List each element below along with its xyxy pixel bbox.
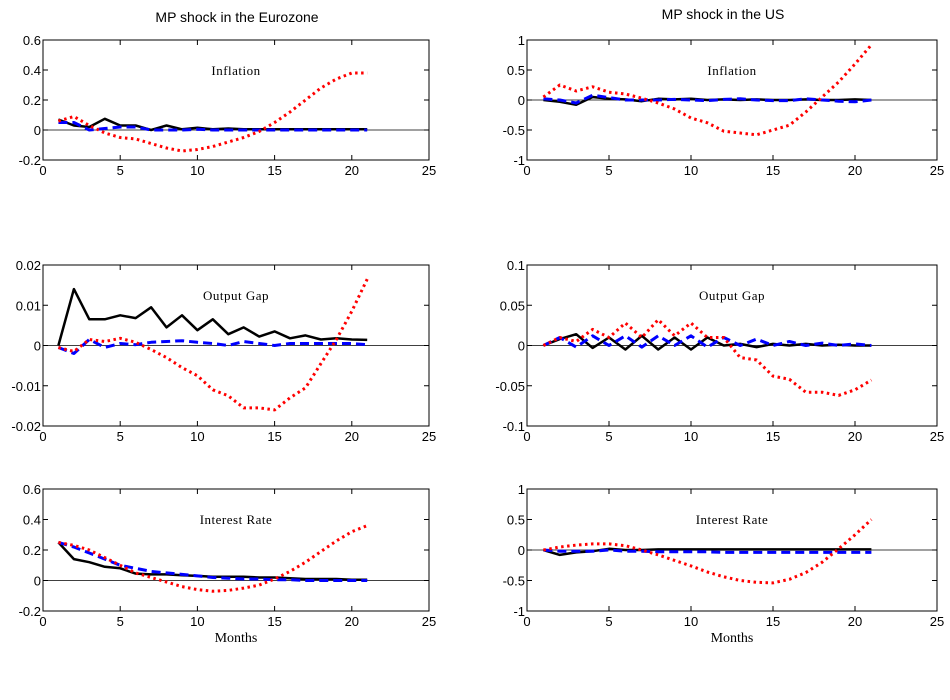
- y-tick-label: 0.4: [23, 63, 41, 78]
- x-tick-label: 10: [190, 614, 204, 629]
- panel-3: 0 5 10 15 20 25 -0.1 -0.05 0 0.05 0.1 Output Gap: [495, 258, 944, 444]
- x-tick-label: 10: [684, 163, 698, 178]
- y-tick-label: 0.02: [16, 258, 41, 273]
- y-tick-label: 0.1: [507, 258, 525, 273]
- y-tick-label: 0.01: [16, 298, 41, 313]
- y-tick-label: 0.05: [500, 298, 525, 313]
- series-line-0: [543, 547, 872, 557]
- x-tick-label: 25: [422, 163, 436, 178]
- y-tick-label: 0: [34, 123, 41, 138]
- x-tick-label: 0: [39, 429, 46, 444]
- x-tick-label: 15: [267, 429, 281, 444]
- y-tick-label: -0.01: [11, 379, 41, 394]
- x-tick-label: 20: [345, 163, 359, 178]
- y-tick-label: -0.5: [503, 574, 525, 589]
- column-title-eurozone: MP shock in the Eurozone: [155, 9, 318, 25]
- x-tick-label: 15: [766, 163, 780, 178]
- x-tick-label: 15: [267, 614, 281, 629]
- x-tick-label: 5: [605, 163, 612, 178]
- y-tick-label: 1: [518, 33, 525, 48]
- series-line-1: [542, 334, 872, 349]
- y-tick-label: 0.6: [23, 33, 41, 48]
- y-tick-label: 0: [518, 339, 525, 354]
- panel-title: Inflation: [707, 63, 756, 78]
- x-tick-label: 0: [39, 614, 46, 629]
- y-tick-label: 0: [518, 543, 525, 558]
- x-tick-label: 10: [684, 429, 698, 444]
- series-line-1: [58, 121, 368, 132]
- x-tick-label: 5: [605, 614, 612, 629]
- y-tick-label: -0.1: [503, 419, 525, 434]
- series-line-0: [543, 95, 872, 107]
- y-tick-label: -0.2: [19, 153, 41, 168]
- series-line-1: [543, 548, 872, 554]
- x-tick-label: 15: [766, 614, 780, 629]
- x-tick-label: 25: [422, 614, 436, 629]
- x-tick-label: 5: [117, 614, 124, 629]
- y-tick-label: -1: [513, 153, 525, 168]
- y-tick-label: 0.5: [507, 63, 525, 78]
- y-tick-label: -0.02: [11, 419, 41, 434]
- y-tick-label: -0.2: [19, 604, 41, 619]
- series-line-1: [57, 540, 368, 582]
- x-tick-label: 25: [422, 429, 436, 444]
- panel-title: Inflation: [211, 63, 260, 78]
- x-tick-label: 25: [930, 163, 944, 178]
- panel-title: Output Gap: [203, 288, 269, 303]
- x-tick-label: 20: [345, 614, 359, 629]
- x-tick-label: 5: [117, 429, 124, 444]
- x-tick-label: 20: [848, 614, 862, 629]
- panel-5: 0 5 10 15 20 25 -1 -0.5 0 0.5 1 Interest Rate Months: [503, 482, 945, 646]
- y-tick-label: -0.5: [503, 123, 525, 138]
- series-line-1: [543, 93, 872, 105]
- x-tick-label: 15: [766, 429, 780, 444]
- y-tick-label: 1: [518, 482, 525, 497]
- x-tick-label: 25: [930, 614, 944, 629]
- y-tick-label: 0.2: [23, 93, 41, 108]
- y-tick-label: 0.5: [507, 513, 525, 528]
- panel-title: Interest Rate: [200, 512, 273, 527]
- y-tick-label: 0: [34, 574, 41, 589]
- y-tick-label: -0.05: [495, 379, 525, 394]
- series-line-2: [542, 43, 873, 137]
- y-tick-label: 0.4: [23, 513, 41, 528]
- y-tick-label: 0.2: [23, 543, 41, 558]
- panel-1: 0 5 10 15 20 25 -1 -0.5 0 0.5 1 Inflation: [503, 33, 945, 178]
- x-tick-label: 5: [117, 163, 124, 178]
- x-tick-label: 0: [523, 429, 530, 444]
- plot-frame: [42, 39, 430, 161]
- y-tick-label: -1: [513, 604, 525, 619]
- series-line-2: [542, 318, 873, 397]
- series-line-2: [58, 278, 369, 412]
- x-tick-label: 20: [345, 429, 359, 444]
- y-tick-label: 0: [518, 93, 525, 108]
- y-tick-label: 0: [34, 339, 41, 354]
- plot-frame: [42, 488, 430, 612]
- x-tick-label: 5: [605, 429, 612, 444]
- x-axis-label: Months: [215, 631, 258, 646]
- x-axis-label: Months: [711, 631, 754, 646]
- x-tick-label: 15: [267, 163, 281, 178]
- x-tick-label: 20: [848, 163, 862, 178]
- y-tick-label: 0.6: [23, 482, 41, 497]
- x-tick-label: 20: [848, 429, 862, 444]
- x-tick-label: 0: [523, 614, 530, 629]
- column-title-us: MP shock in the US: [662, 6, 785, 22]
- panel-2: 0 5 10 15 20 25 -0.02 -0.01 0 0.01 0.02 Output Gap: [11, 258, 436, 444]
- series-line-2: [543, 518, 873, 585]
- series-line-1: [57, 338, 368, 355]
- panel-title: Interest Rate: [696, 512, 769, 527]
- series-line-2: [58, 524, 368, 593]
- series-line-0: [57, 287, 368, 346]
- x-tick-label: 0: [523, 163, 530, 178]
- x-tick-label: 0: [39, 163, 46, 178]
- panel-title: Output Gap: [699, 288, 765, 303]
- x-tick-label: 25: [930, 429, 944, 444]
- x-tick-label: 10: [190, 163, 204, 178]
- x-tick-label: 10: [684, 614, 698, 629]
- x-tick-label: 10: [190, 429, 204, 444]
